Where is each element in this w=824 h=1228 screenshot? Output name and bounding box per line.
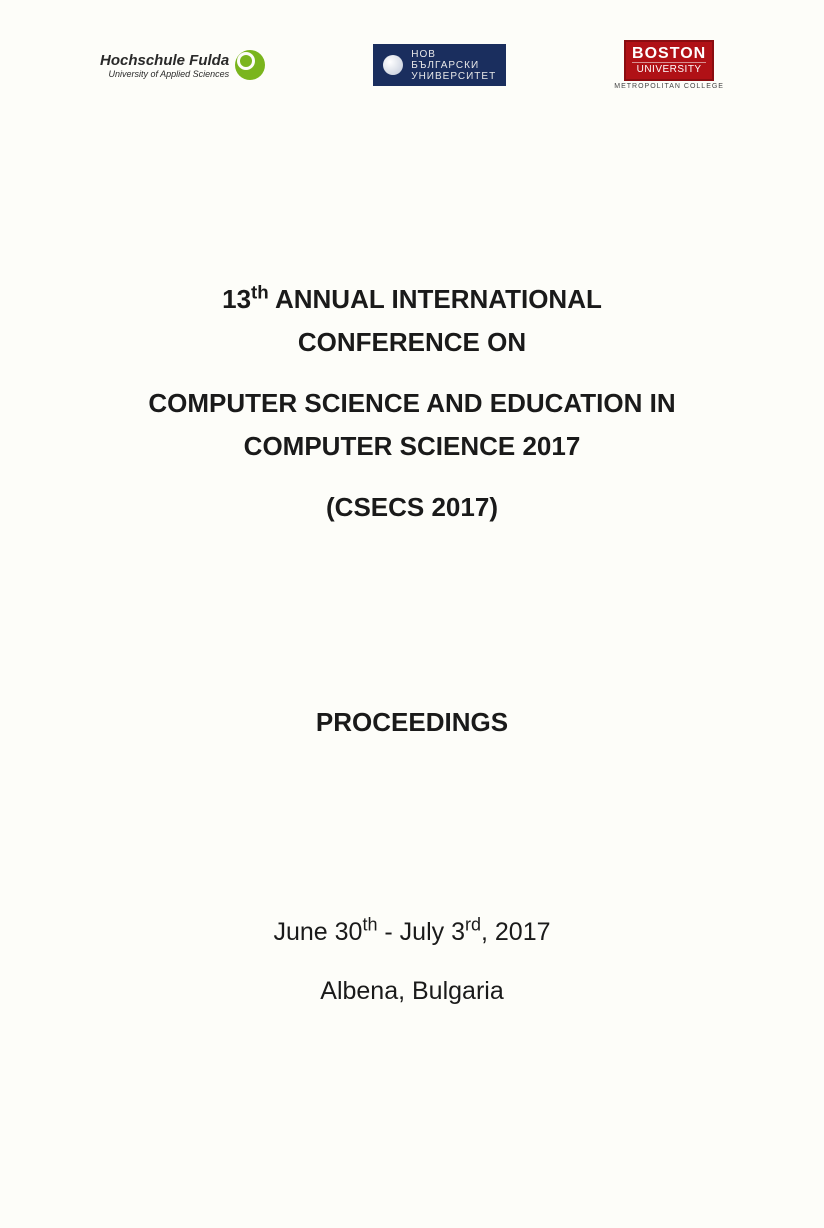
date-prefix: June 30 xyxy=(273,918,362,946)
location-line: Albena, Bulgaria xyxy=(0,977,824,1006)
title-block: 13th ANNUAL INTERNATIONAL CONFERENCE ON … xyxy=(0,280,824,527)
title-line-1: 13th ANNUAL INTERNATIONAL xyxy=(90,280,734,319)
boston-uni-text: UNIVERSITY xyxy=(632,62,706,75)
fulda-sub-text: University of Applied Sciences xyxy=(108,69,229,79)
nbu-line3: УНИВЕРСИТЕТ xyxy=(411,71,496,82)
fulda-circle-icon xyxy=(235,50,265,80)
title-line1-rest: ANNUAL INTERNATIONAL xyxy=(269,284,602,314)
nbu-logo: НОВ БЪЛГАРСКИ УНИВЕРСИТЕТ xyxy=(373,44,506,86)
nbu-sphere-icon xyxy=(383,55,403,75)
date-sup2: rd xyxy=(465,915,481,935)
title-ordinal-sup: th xyxy=(251,281,269,302)
title-line-5: (CSECS 2017) xyxy=(90,488,734,527)
date-suffix: , 2017 xyxy=(481,918,551,946)
boston-main-text: BOSTON xyxy=(632,46,706,62)
fulda-logo: Hochschule Fulda University of Applied S… xyxy=(100,50,265,80)
nbu-line2: БЪЛГАРСКИ xyxy=(411,60,496,71)
boston-logo: BOSTON UNIVERSITY METROPOLITAN COLLEGE xyxy=(614,40,724,90)
proceedings-heading: PROCEEDINGS xyxy=(0,707,824,738)
date-mid: - July 3 xyxy=(377,918,465,946)
title-ordinal-num: 13 xyxy=(222,284,251,314)
date-line: June 30th - July 3rd, 2017 xyxy=(0,918,824,947)
title-line-3: COMPUTER SCIENCE AND EDUCATION IN xyxy=(90,384,734,423)
nbu-text-block: НОВ БЪЛГАРСКИ УНИВЕРСИТЕТ xyxy=(411,49,496,82)
logo-row: Hochschule Fulda University of Applied S… xyxy=(0,0,824,90)
fulda-text-block: Hochschule Fulda University of Applied S… xyxy=(100,52,229,79)
title-line-4: COMPUTER SCIENCE 2017 xyxy=(90,427,734,466)
boston-box: BOSTON UNIVERSITY xyxy=(624,40,714,81)
date-sup1: th xyxy=(362,915,377,935)
nbu-line1: НОВ xyxy=(411,49,496,60)
boston-sub-text: METROPOLITAN COLLEGE xyxy=(614,83,724,90)
fulda-main-text: Hochschule Fulda xyxy=(100,52,229,69)
title-line-2: CONFERENCE ON xyxy=(90,323,734,362)
